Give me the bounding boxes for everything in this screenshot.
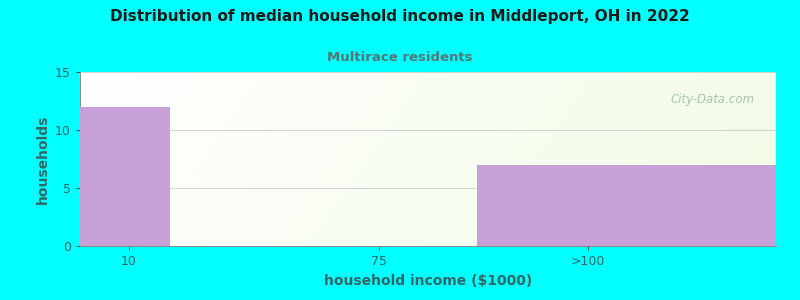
X-axis label: household income ($1000): household income ($1000) [324, 274, 532, 288]
Bar [477, 165, 776, 246]
Text: City-Data.com: City-Data.com [671, 93, 755, 106]
Bar [80, 107, 170, 246]
Text: Multirace residents: Multirace residents [327, 51, 473, 64]
Y-axis label: households: households [35, 114, 50, 204]
Text: Distribution of median household income in Middleport, OH in 2022: Distribution of median household income … [110, 9, 690, 24]
